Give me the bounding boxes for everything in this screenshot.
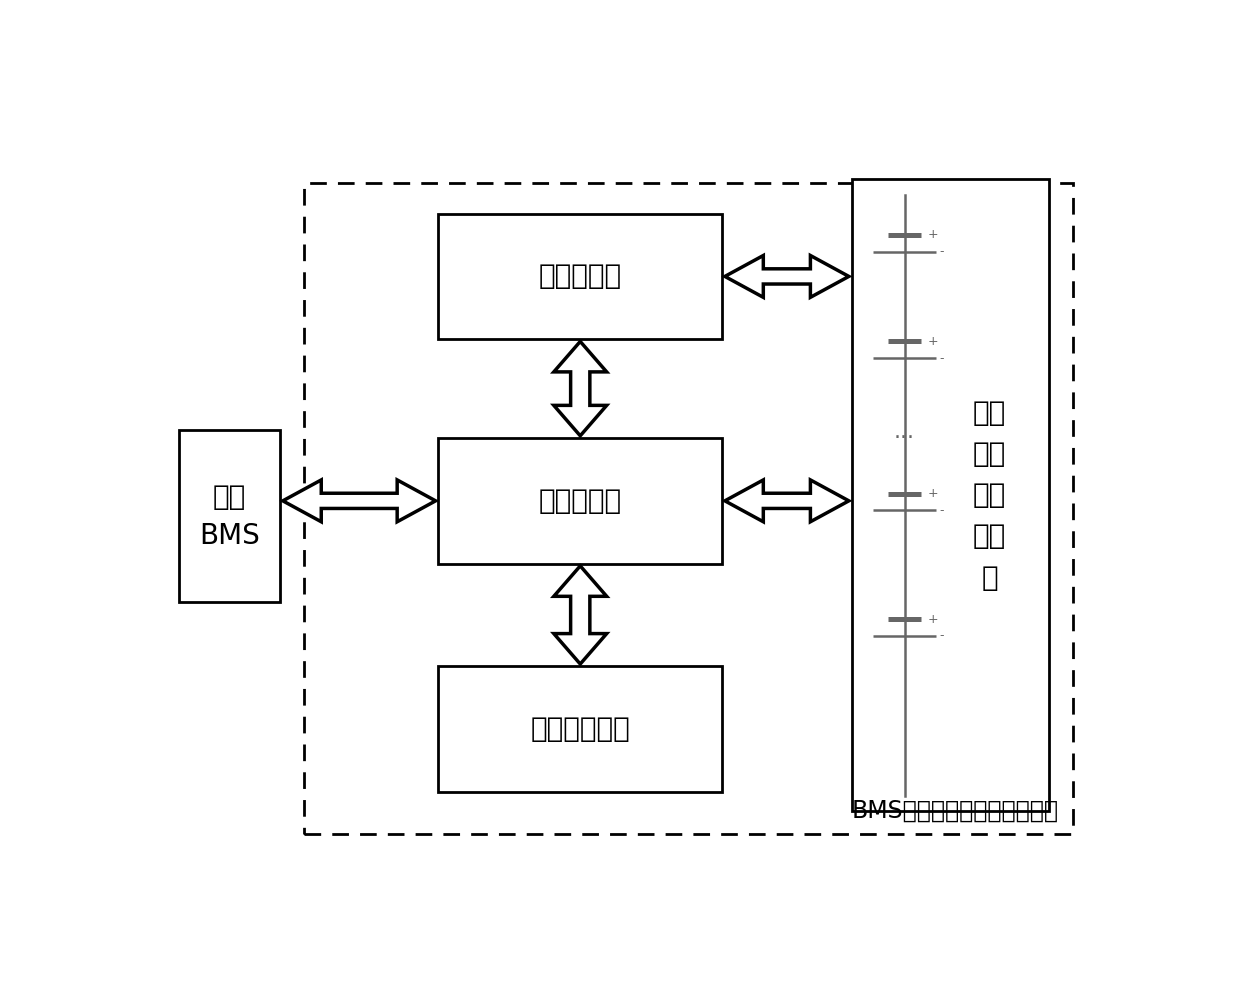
Text: -: -	[940, 504, 944, 517]
Text: 人机交互系统: 人机交互系统	[531, 715, 630, 743]
Text: BMS故障自诊断功能测试平台: BMS故障自诊断功能测试平台	[852, 798, 1059, 822]
Bar	[439, 666, 722, 791]
Bar	[179, 431, 280, 602]
Polygon shape	[554, 342, 606, 436]
Text: 充放电系统: 充放电系统	[538, 263, 621, 290]
Text: -: -	[940, 629, 944, 642]
Polygon shape	[725, 256, 849, 297]
Text: +: +	[928, 335, 937, 348]
Bar	[852, 180, 1049, 811]
Text: 模拟
车用
动力
电池
组: 模拟 车用 动力 电池 组	[973, 399, 1006, 592]
Text: 待测
BMS: 待测 BMS	[200, 482, 260, 549]
Bar	[439, 213, 722, 339]
Polygon shape	[725, 480, 849, 522]
Bar	[304, 183, 1073, 834]
Polygon shape	[554, 566, 606, 664]
Text: 故障注入板: 故障注入板	[538, 487, 621, 515]
Text: +: +	[928, 487, 937, 500]
Text: -: -	[940, 352, 944, 365]
Polygon shape	[283, 480, 435, 522]
Bar	[439, 438, 722, 563]
Text: +: +	[928, 228, 937, 241]
Text: +: +	[928, 613, 937, 625]
Text: ···: ···	[894, 428, 915, 449]
Text: -: -	[940, 245, 944, 258]
